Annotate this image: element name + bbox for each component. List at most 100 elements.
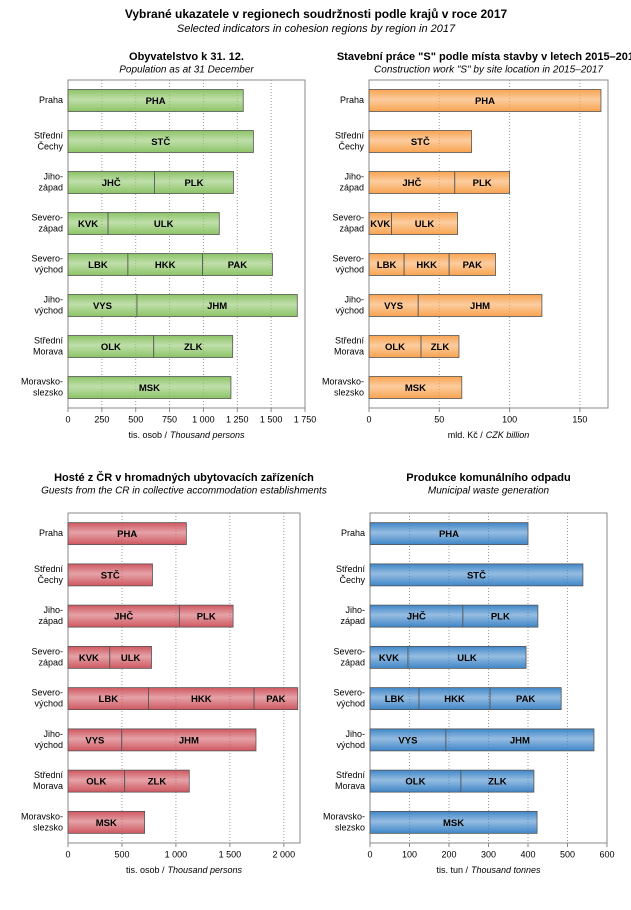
chart-subtitle: Construction work "S" by site location i… <box>374 65 603 76</box>
segment-label: LBK <box>377 260 397 271</box>
segment-label: HKK <box>416 260 437 271</box>
chart-title: Produkce komunálního odpadu <box>406 472 570 484</box>
x-axis-label-en: Thousand persons <box>170 430 245 440</box>
x-tick-label: 150 <box>572 414 587 424</box>
bar-segment <box>109 645 152 669</box>
x-tick-label: 250 <box>94 414 109 424</box>
category-label: východ <box>336 740 365 750</box>
segment-label: KVK <box>78 219 98 230</box>
x-axis-label-cz: tis. tun / <box>436 865 468 875</box>
segment-label: PAK <box>463 260 482 271</box>
category-label: východ <box>34 740 63 750</box>
segment-label: ULK <box>457 653 477 664</box>
bar-segment <box>369 563 584 587</box>
segment-label: ZLK <box>488 777 507 788</box>
bar-segment <box>448 253 496 276</box>
segment-label: PAK <box>516 694 535 705</box>
category-label: slezsko <box>335 822 365 832</box>
chart-title: Hosté z ČR v hromadných ubytovacích zaří… <box>54 471 314 484</box>
segment-label: HKK <box>155 260 176 271</box>
bar-segment <box>124 769 190 793</box>
bar-segment <box>136 294 298 317</box>
category-label: Čechy <box>339 575 365 585</box>
category-label: Severo- <box>31 212 63 222</box>
segment-label: VYS <box>384 301 403 312</box>
segment-label: JHČ <box>114 611 133 623</box>
category-label: Praha <box>39 528 63 538</box>
segment-label: JHM <box>470 301 490 312</box>
category-label: východ <box>34 699 63 709</box>
x-tick-label: 2 000 <box>273 849 296 859</box>
segment-label: KVK <box>379 653 399 664</box>
category-label: Severo- <box>332 212 364 222</box>
segment-label: PLK <box>197 612 216 623</box>
plot-frame <box>368 79 609 409</box>
bar-segment <box>368 89 602 112</box>
segment-label: STČ <box>151 136 170 148</box>
chart-title: Stavební práce "S" podle místa stavby v … <box>337 51 631 63</box>
category-label: Střední <box>335 130 365 140</box>
category-label: Severo- <box>333 688 365 698</box>
x-tick-label: 300 <box>481 849 496 859</box>
segment-label: OLK <box>385 342 405 353</box>
category-label: západ <box>38 657 63 667</box>
category-label: Moravsko- <box>21 376 63 386</box>
segment-label: LBK <box>88 260 108 271</box>
category-label: Severo- <box>31 688 63 698</box>
segment-label: PLK <box>491 612 510 623</box>
segment-label: PLK <box>473 178 492 189</box>
segment-label: OLK <box>101 342 121 353</box>
bar-segment <box>67 810 146 834</box>
bar-segment <box>153 335 234 358</box>
segment-label: ZLK <box>148 777 167 788</box>
category-label: Čechy <box>338 141 364 151</box>
segment-label: PAK <box>228 260 247 271</box>
x-tick-label: 0 <box>366 414 371 424</box>
bar-segment <box>67 563 153 587</box>
category-label: Střední <box>34 564 64 574</box>
bar-segment <box>253 687 299 711</box>
category-label: západ <box>340 616 365 626</box>
x-tick-label: 600 <box>599 849 614 859</box>
x-axis-label-en: Thousand tonnes <box>471 865 541 875</box>
x-tick-label: 200 <box>441 849 456 859</box>
segment-label: MSK <box>139 383 160 394</box>
category-label: západ <box>38 182 63 192</box>
plot-frame <box>67 512 301 844</box>
x-tick-label: 750 <box>162 414 177 424</box>
category-label: Severo- <box>31 646 63 656</box>
category-label: Morava <box>33 346 63 356</box>
x-axis-label-cz: mld. Kč / <box>448 430 484 440</box>
chart-subtitle: Guests from the CR in collective accommo… <box>41 486 327 497</box>
bar-segment <box>368 130 473 153</box>
x-axis-label: tis. tun / Thousand tonnes <box>436 865 541 875</box>
plot-frame <box>67 79 306 409</box>
category-label: Střední <box>336 770 366 780</box>
category-label: Severo- <box>333 646 365 656</box>
bar-segment <box>178 604 234 628</box>
segment-label: ZLK <box>431 342 450 353</box>
bar-segment <box>460 769 535 793</box>
bar-segment <box>489 687 562 711</box>
bar-segment <box>420 335 460 358</box>
category-label: Morava <box>334 346 364 356</box>
category-label: východ <box>34 264 63 274</box>
category-label: Jiho- <box>345 605 365 615</box>
category-label: Severo- <box>31 253 63 263</box>
x-axis-label: tis. osob / Thousand persons <box>128 430 245 440</box>
category-label: východ <box>335 264 364 274</box>
chart-subtitle: Population as at 31 December <box>119 65 254 76</box>
x-axis-label-cz: tis. osob / <box>126 865 165 875</box>
bar-segment <box>67 130 254 153</box>
category-label: Jiho- <box>43 605 63 615</box>
category-label: západ <box>339 182 364 192</box>
segment-label: JHM <box>510 735 530 746</box>
category-label: západ <box>340 657 365 667</box>
x-axis-label-en: CZK billion <box>486 430 530 440</box>
category-label: západ <box>38 223 63 233</box>
x-tick-label: 500 <box>560 849 575 859</box>
bar-segment <box>391 212 458 235</box>
category-label: Moravsko- <box>322 376 364 386</box>
segment-label: MSK <box>443 818 464 829</box>
x-tick-label: 50 <box>434 414 444 424</box>
